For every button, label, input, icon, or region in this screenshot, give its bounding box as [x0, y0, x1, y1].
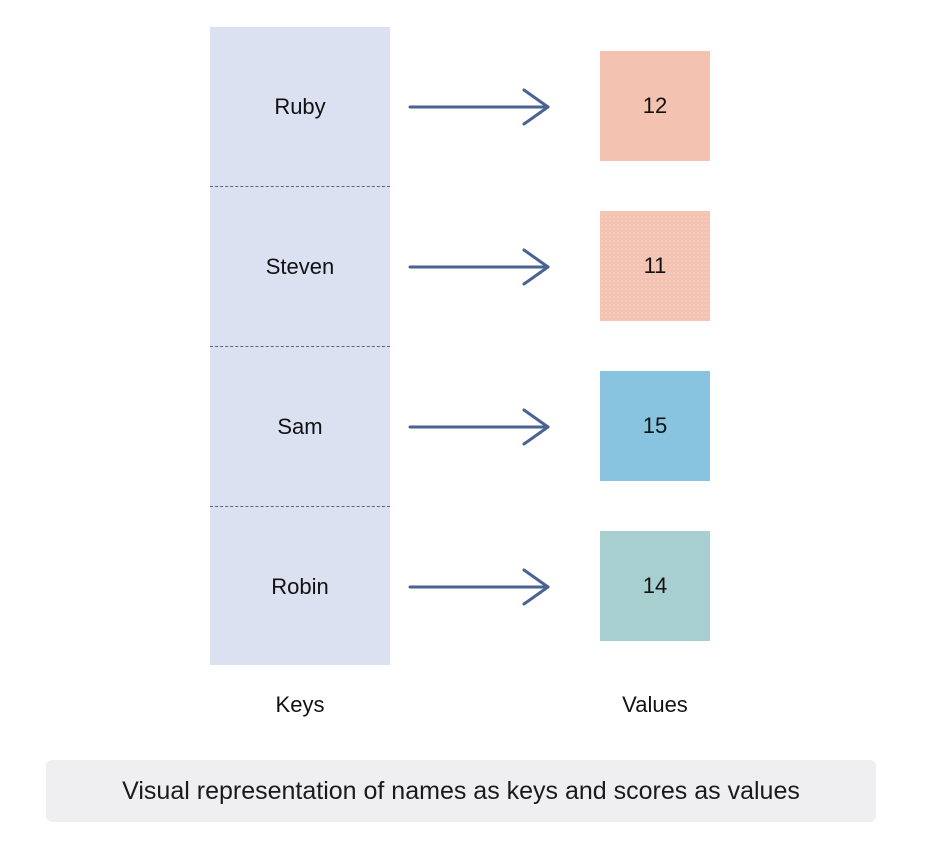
value-box: 15 [600, 371, 710, 481]
arrow-right-icon [408, 88, 550, 126]
key-cell: Sam [277, 414, 323, 439]
key-divider [210, 186, 390, 187]
keys-label: Keys [275, 692, 325, 717]
caption: Visual representation of names as keys a… [46, 760, 876, 822]
arrow-right-icon [408, 568, 550, 606]
key-cell: Robin [271, 574, 329, 599]
value-box: 11 [600, 211, 710, 321]
values-label: Values [622, 692, 688, 717]
value-box: 14 [600, 531, 710, 641]
key-cell: Steven [265, 254, 335, 279]
arrow-right-icon [408, 408, 550, 446]
value-box: 12 [600, 51, 710, 161]
key-cell: Ruby [274, 94, 326, 119]
key-divider [210, 506, 390, 507]
key-divider [210, 346, 390, 347]
keys-column: Ruby Steven Sam Robin [210, 27, 390, 665]
arrow-right-icon [408, 248, 550, 286]
